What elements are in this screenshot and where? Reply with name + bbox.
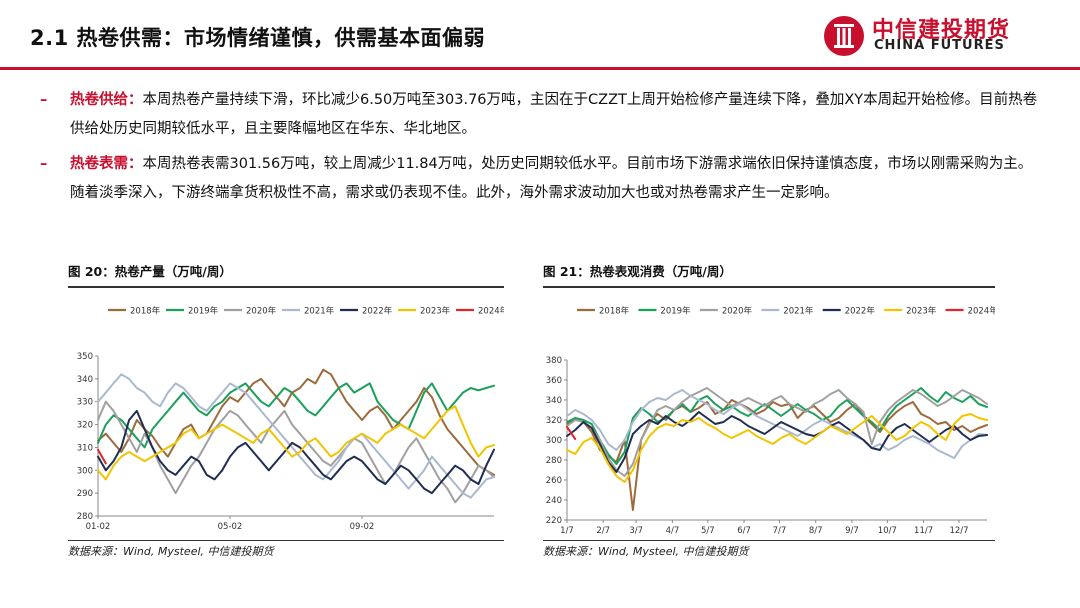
- series-line-2024年: [566, 426, 577, 440]
- bullet-dash: –: [40, 92, 48, 108]
- x-tick-label: 2/7: [596, 526, 610, 536]
- figure-20: 图 20：热卷产量（万吨/周） 2018年 2019年 2020年 2021年 2022…: [68, 262, 509, 559]
- series-line-2020年: [566, 387, 988, 477]
- y-tick-label: 310: [77, 443, 93, 453]
- x-tick-label: 6/7: [737, 526, 751, 536]
- x-tick-label: 3/7: [629, 526, 643, 536]
- brand-logo: 中信建投期货 CHINA FUTURES: [820, 10, 1060, 62]
- y-tick-label: 380: [546, 356, 562, 366]
- figure-title: 图 20：热卷产量（万吨/周）: [68, 264, 232, 279]
- x-tick-label: 4/7: [666, 526, 680, 536]
- bullet-list: – 热卷供给：本周热卷产量持续下滑，环比减少6.50万吨至303.76万吨，主因…: [36, 86, 1046, 214]
- series-line-2018年: [566, 399, 988, 511]
- x-tick-label: 1/7: [560, 526, 574, 536]
- figure-21: 图 21：热卷表观消费（万吨/周） 2018年 2019年 2020年 2021年 20…: [543, 262, 998, 559]
- bullet-key: 热卷供给：: [70, 92, 143, 108]
- slide-header: 2.1 热卷供需：市场情绪谨慎，供需基本面偏弱 中信建投期货 CHINA FUT…: [0, 0, 1080, 68]
- figure-source: 数据来源：Wind, Mysteel, 中信建投期货: [68, 545, 274, 558]
- figure-rule: [543, 286, 995, 288]
- x-tick-label: 11/7: [914, 526, 933, 536]
- legend-entry: 2020年: [722, 306, 753, 317]
- x-tick-label: 8/7: [809, 526, 823, 536]
- legend-entry: 2018年: [599, 306, 630, 317]
- series-line-2020年: [97, 400, 495, 504]
- bullet-key: 热卷表需：: [70, 156, 143, 172]
- legend-entry: 2021年: [783, 306, 814, 317]
- series-line-2023年: [566, 413, 988, 483]
- x-tick-label: 05-02: [218, 522, 243, 532]
- logo-en-text: CHINA FUTURES: [874, 38, 1005, 53]
- y-tick-label: 290: [77, 489, 93, 499]
- logo-cn-text: 中信建投期货: [872, 18, 1011, 43]
- y-tick-label: 260: [546, 476, 562, 486]
- y-tick-label: 280: [77, 512, 93, 522]
- figure-source: 数据来源：Wind, Mysteel, 中信建投期货: [543, 545, 749, 558]
- y-tick-label: 240: [546, 496, 562, 506]
- bullet-demand: – 热卷表需：本周热卷表需301.56万吨，较上周减少11.84万吨，处历史同期…: [36, 150, 1046, 208]
- y-tick-label: 300: [546, 436, 562, 446]
- y-tick-label: 300: [77, 466, 93, 476]
- series-line-2024年: [97, 448, 107, 465]
- bullet-dash: –: [40, 156, 48, 172]
- y-tick-label: 220: [546, 516, 562, 526]
- y-tick-label: 320: [546, 416, 562, 426]
- legend-entry: 2023年: [906, 306, 937, 317]
- series-line-2019年: [97, 382, 495, 449]
- y-tick-label: 350: [77, 352, 93, 362]
- legend-entry: 2019年: [660, 306, 691, 317]
- legend-entry: 2024年: [478, 306, 504, 317]
- series-line-2018年: [97, 368, 495, 476]
- figure-title: 图 21：热卷表观消费（万吨/周）: [543, 264, 732, 279]
- y-tick-label: 340: [77, 375, 93, 385]
- bullet-text: 本周热卷表需301.56万吨，较上周减少11.84万吨，处历史同期较低水平。目前…: [70, 156, 1033, 201]
- consumption-chart: 2018年 2019年 2020年 2021年 2022年 2023年 2024年 220 24…: [546, 306, 998, 537]
- legend-entry: 2019年: [188, 306, 219, 317]
- production-chart: 2018年 2019年 2020年 2021年 2022年 2023年 2024年 280 29…: [77, 306, 509, 533]
- y-tick-label: 360: [546, 376, 562, 386]
- figure-rule: [543, 540, 995, 541]
- y-tick-label: 330: [77, 398, 93, 408]
- x-tick-label: 9/7: [845, 526, 859, 536]
- citic-logo-icon: [824, 16, 864, 56]
- legend-entry: 2024年: [968, 306, 995, 317]
- bullet-supply: – 热卷供给：本周热卷产量持续下滑，环比减少6.50万吨至303.76万吨，主因…: [36, 86, 1046, 144]
- bullet-text: 本周热卷产量持续下滑，环比减少6.50万吨至303.76万吨，主因在于CZZT上…: [70, 92, 1038, 137]
- series-line-2022年: [566, 411, 988, 473]
- x-tick-label: 10/7: [878, 526, 897, 536]
- legend-entry: 2022年: [362, 306, 393, 317]
- y-tick-label: 280: [546, 456, 562, 466]
- chart-legend: 2018年 2019年 2020年 2021年 2022年 2023年 2024年: [577, 306, 998, 317]
- x-tick-label: 01-02: [86, 522, 111, 532]
- legend-entry: 2021年: [304, 306, 335, 317]
- y-tick-label: 320: [77, 421, 93, 431]
- series-line-2023年: [97, 405, 495, 481]
- x-tick-label: 5/7: [701, 526, 715, 536]
- legend-entry: 2018年: [130, 306, 161, 317]
- legend-entry: 2023年: [420, 306, 451, 317]
- chart-legend: 2018年 2019年 2020年 2021年 2022年 2023年 2024年: [108, 306, 509, 317]
- page-title: 2.1 热卷供需：市场情绪谨慎，供需基本面偏弱: [30, 26, 486, 50]
- figure-rule: [68, 540, 504, 541]
- figure-rule: [68, 286, 504, 288]
- legend-entry: 2020年: [246, 306, 277, 317]
- header-divider: [0, 67, 1080, 70]
- legend-entry: 2022年: [845, 306, 876, 317]
- series-line-2022年: [97, 409, 495, 495]
- x-tick-label: 12/7: [949, 526, 968, 536]
- y-tick-label: 340: [546, 396, 562, 406]
- x-tick-label: 09-02: [350, 522, 375, 532]
- series-line-2021年: [97, 373, 495, 499]
- x-tick-label: 7/7: [773, 526, 787, 536]
